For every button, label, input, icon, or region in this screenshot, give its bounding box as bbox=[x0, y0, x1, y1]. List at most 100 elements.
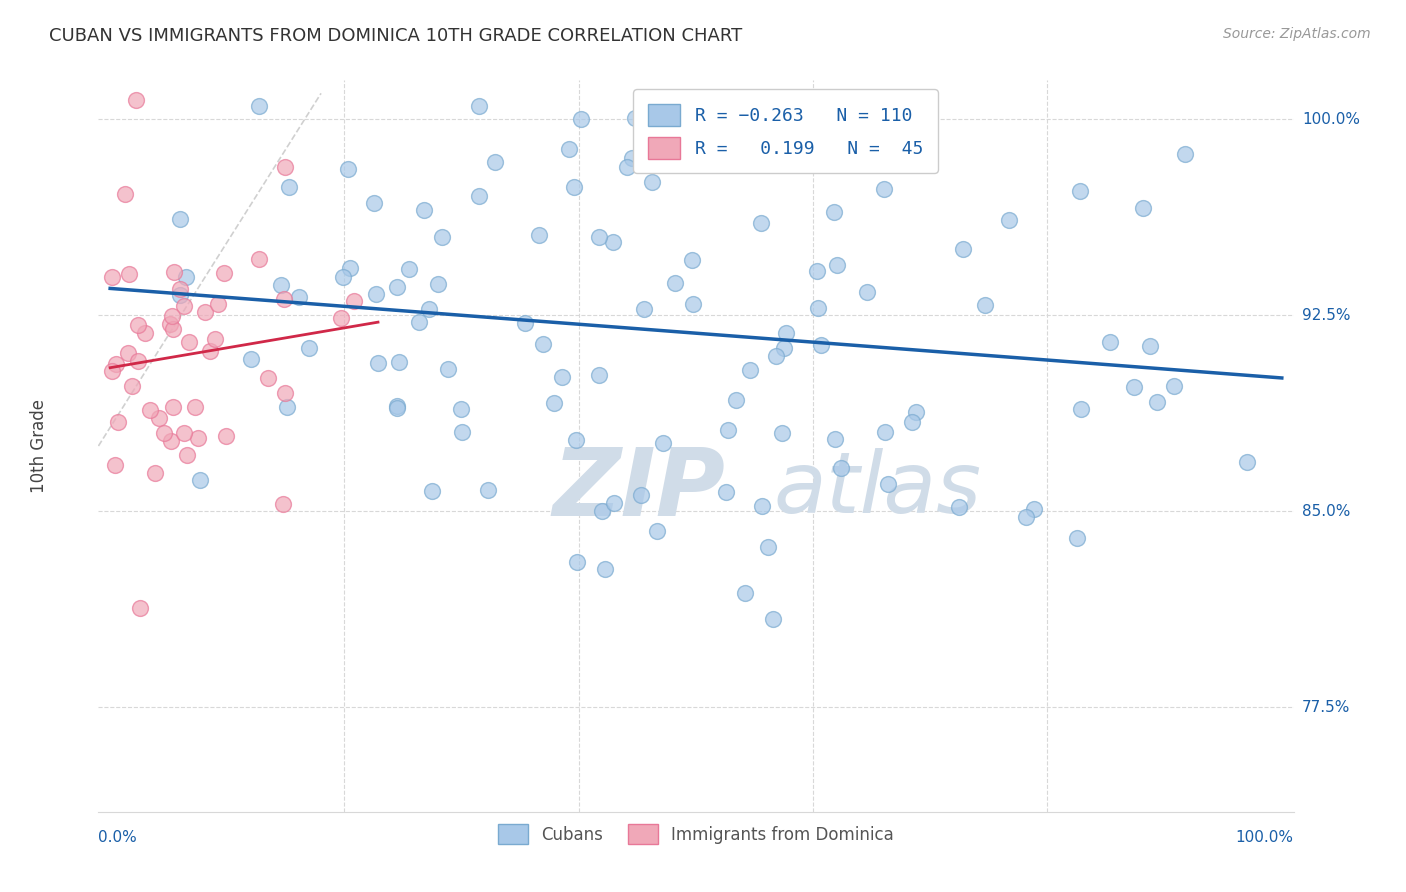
Point bbox=[162, 400, 184, 414]
Point bbox=[162, 321, 184, 335]
Point bbox=[143, 466, 166, 480]
Point bbox=[343, 294, 366, 309]
Point bbox=[432, 230, 454, 244]
Point bbox=[188, 473, 211, 487]
Point bbox=[633, 302, 655, 317]
Point bbox=[247, 252, 270, 266]
Point bbox=[1015, 510, 1038, 524]
Point bbox=[1098, 335, 1121, 350]
Point bbox=[451, 425, 474, 439]
Text: 100.0%: 100.0% bbox=[1302, 112, 1360, 127]
Point bbox=[543, 396, 565, 410]
Point bbox=[367, 355, 389, 369]
Point bbox=[127, 354, 149, 368]
Text: 77.5%: 77.5% bbox=[1302, 699, 1350, 714]
Text: 92.5%: 92.5% bbox=[1302, 308, 1350, 323]
Point bbox=[531, 337, 554, 351]
Point bbox=[1163, 379, 1185, 393]
Point bbox=[134, 326, 156, 340]
Text: 10th Grade: 10th Grade bbox=[30, 399, 48, 493]
Point bbox=[427, 277, 450, 291]
Point bbox=[329, 311, 352, 326]
Point bbox=[1069, 184, 1091, 198]
Point bbox=[298, 342, 321, 356]
Point bbox=[651, 435, 673, 450]
Point bbox=[749, 216, 772, 230]
Point bbox=[588, 230, 610, 244]
Point bbox=[973, 297, 995, 311]
Point bbox=[588, 368, 610, 382]
Point bbox=[682, 297, 704, 311]
Point bbox=[1236, 455, 1258, 469]
Point bbox=[274, 385, 297, 400]
Point bbox=[565, 555, 588, 569]
Point bbox=[215, 428, 238, 442]
Point bbox=[101, 270, 124, 285]
Point bbox=[129, 600, 152, 615]
Point bbox=[127, 318, 149, 333]
Point bbox=[602, 235, 624, 249]
Point bbox=[273, 497, 295, 511]
Point bbox=[288, 290, 311, 304]
Point bbox=[624, 112, 647, 126]
Point bbox=[169, 282, 191, 296]
Point bbox=[450, 402, 472, 417]
Point bbox=[824, 433, 846, 447]
Point bbox=[104, 458, 127, 472]
Point bbox=[1132, 201, 1154, 215]
Text: Source: ZipAtlas.com: Source: ZipAtlas.com bbox=[1223, 27, 1371, 41]
Point bbox=[117, 346, 139, 360]
Legend: Cubans, Immigrants from Dominica: Cubans, Immigrants from Dominica bbox=[491, 817, 901, 851]
Point bbox=[101, 364, 124, 378]
Point bbox=[204, 332, 226, 346]
Point bbox=[1123, 379, 1146, 393]
Point bbox=[717, 423, 740, 437]
Point bbox=[179, 334, 201, 349]
Point bbox=[740, 362, 762, 376]
Point bbox=[398, 262, 420, 277]
Point bbox=[734, 586, 756, 600]
Text: atlas: atlas bbox=[773, 449, 981, 532]
Point bbox=[901, 415, 924, 429]
Point bbox=[513, 316, 536, 330]
Point bbox=[952, 242, 974, 256]
Point bbox=[114, 186, 136, 201]
Point bbox=[274, 160, 297, 174]
Point bbox=[477, 483, 499, 497]
Point bbox=[387, 355, 409, 369]
Point bbox=[139, 402, 162, 417]
Point bbox=[725, 392, 748, 407]
Point bbox=[187, 431, 209, 445]
Point bbox=[616, 160, 638, 174]
Point bbox=[336, 161, 359, 176]
Point bbox=[593, 562, 616, 576]
Point bbox=[591, 504, 613, 518]
Point bbox=[856, 285, 879, 300]
Point bbox=[436, 361, 458, 376]
Point bbox=[686, 124, 709, 138]
Point bbox=[645, 524, 668, 539]
Point bbox=[551, 370, 574, 384]
Point bbox=[904, 405, 927, 419]
Text: 100.0%: 100.0% bbox=[1236, 830, 1294, 845]
Text: ZIP: ZIP bbox=[553, 444, 725, 536]
Point bbox=[770, 425, 793, 440]
Point bbox=[273, 292, 295, 306]
Point bbox=[184, 401, 207, 415]
Point bbox=[773, 341, 796, 355]
Point bbox=[562, 179, 585, 194]
Point bbox=[664, 277, 686, 291]
Point bbox=[681, 252, 703, 267]
Point bbox=[565, 434, 588, 448]
Point bbox=[418, 302, 440, 317]
Point bbox=[385, 399, 408, 413]
Point bbox=[806, 264, 828, 278]
Point bbox=[173, 300, 195, 314]
Point bbox=[107, 416, 129, 430]
Point bbox=[807, 301, 830, 315]
Point bbox=[118, 267, 141, 281]
Point bbox=[160, 434, 183, 449]
Point bbox=[194, 305, 217, 319]
Point bbox=[160, 309, 183, 323]
Point bbox=[810, 338, 832, 352]
